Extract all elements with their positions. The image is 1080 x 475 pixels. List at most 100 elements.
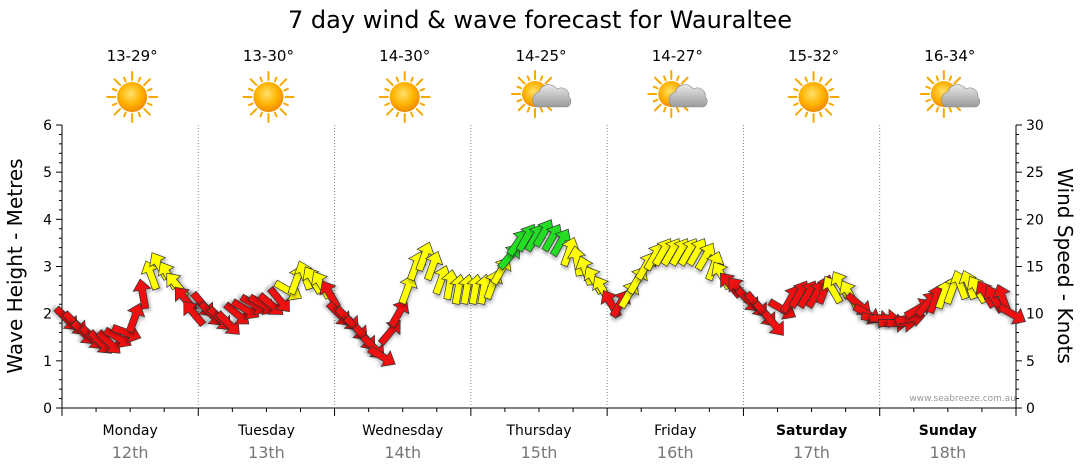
- sun-ray: [410, 76, 414, 83]
- day-date-label: 13th: [248, 443, 285, 462]
- wind-arrow-body: [132, 278, 152, 310]
- sun-ray: [419, 87, 426, 92]
- sun-ray: [111, 87, 118, 92]
- temperature-range: 14-25°: [515, 47, 566, 65]
- wind-arrow-series: [50, 219, 1027, 367]
- sun-ray: [137, 76, 142, 83]
- wind-arrow: [363, 345, 396, 367]
- day-name-label: Thursday: [505, 423, 571, 439]
- sun-ray: [935, 106, 940, 113]
- day-date-label: 12th: [112, 443, 149, 462]
- wind-arrow-body: [423, 250, 444, 282]
- temperature-range: 14-27°: [652, 47, 703, 65]
- sun-ray: [384, 87, 391, 92]
- sun-ray: [793, 102, 799, 107]
- sun-ray: [273, 76, 278, 83]
- day-name-label: Sunday: [919, 423, 977, 439]
- sunny-icon: [787, 71, 840, 123]
- sun-ray: [539, 75, 544, 82]
- sun-ray: [948, 106, 953, 113]
- sun-ray: [113, 108, 122, 116]
- sun-ray: [283, 102, 289, 107]
- sun-ray: [279, 108, 288, 116]
- day-name-label: Tuesday: [237, 423, 295, 439]
- sun-ray: [680, 76, 689, 85]
- sun-ray: [516, 85, 523, 90]
- sun-ray: [259, 111, 263, 118]
- sun-ray: [419, 102, 426, 107]
- wind-arrow: [132, 278, 154, 312]
- day-name-label: Friday: [654, 423, 696, 439]
- sun-ray: [663, 75, 667, 82]
- sun-ray: [819, 111, 823, 118]
- left-tick-label: 6: [43, 118, 52, 134]
- sun-ray: [143, 78, 151, 86]
- sun-ray: [516, 98, 523, 103]
- day-date-label: 18th: [929, 443, 966, 462]
- right-tick-label: 15: [1026, 260, 1044, 276]
- sun-ray: [410, 111, 414, 118]
- right-tick-label: 20: [1026, 212, 1044, 228]
- sun-ray: [517, 103, 526, 112]
- right-y-axis: 0 5 10 15 20 25 30: [1016, 118, 1044, 417]
- sun-ray: [794, 108, 803, 116]
- sun-ray: [654, 103, 662, 112]
- sun-ray: [652, 98, 659, 103]
- sun-ray: [925, 85, 931, 90]
- sun-ray: [146, 102, 153, 107]
- left-tick-label: 4: [43, 212, 52, 228]
- sun-ray: [137, 111, 142, 118]
- day-date-label: 16th: [657, 443, 694, 462]
- wind-arrow: [423, 250, 444, 285]
- wind-arrow-body: [997, 303, 1027, 325]
- chart-title: 7 day wind & wave forecast for Wauraltee: [288, 6, 792, 34]
- partly-cloudy-icon: [919, 70, 980, 118]
- sun-ray: [395, 76, 400, 83]
- sun-ray: [935, 75, 940, 82]
- sun-ray: [794, 78, 803, 86]
- day-date-label: 17th: [793, 443, 830, 462]
- left-tick-label: 0: [43, 401, 52, 417]
- day-name-label: Saturday: [776, 423, 847, 439]
- temperature-range: 15-32°: [788, 47, 839, 65]
- sun-ray: [925, 98, 931, 103]
- sun-ray: [248, 87, 254, 92]
- wind-arrow-body: [761, 309, 784, 336]
- wind-arrow: [125, 302, 146, 337]
- sun-disc: [117, 82, 148, 112]
- sun-ray: [824, 78, 833, 86]
- cloud-shape: [532, 84, 572, 108]
- sun-ray: [828, 102, 834, 107]
- sun-ray: [652, 85, 659, 90]
- sun-ray: [415, 78, 424, 86]
- sun-ray: [273, 111, 278, 118]
- sun-ray: [824, 108, 833, 116]
- sun-ray: [828, 87, 834, 92]
- temperature-range: 14-30°: [379, 47, 430, 65]
- sun-ray: [676, 106, 680, 113]
- sun-ray: [395, 111, 400, 118]
- sunny-icon: [378, 71, 431, 123]
- sun-ray: [248, 102, 254, 107]
- sun-ray: [517, 76, 526, 85]
- right-tick-label: 10: [1026, 307, 1044, 323]
- left-tick-label: 5: [43, 165, 52, 181]
- sunny-icon: [242, 71, 295, 123]
- day-labels: Monday 12th Tuesday 13th Wednesday 14th Thursd…: [103, 423, 977, 462]
- sun-ray: [111, 102, 118, 107]
- partly-cloudy-icon: [511, 70, 572, 118]
- day-date-label: 14th: [384, 443, 421, 462]
- sun-ray: [793, 87, 799, 92]
- day-date-label: 15th: [521, 443, 558, 462]
- sun-ray: [384, 102, 391, 107]
- sun-ray: [386, 78, 394, 86]
- wind-arrow-body: [125, 302, 146, 334]
- sun-ray: [279, 78, 288, 86]
- wind-arrow: [758, 309, 784, 336]
- right-y-axis-label: Wind Speed - Knots: [1053, 168, 1077, 364]
- chart-grid: [197, 125, 881, 408]
- sun-ray: [676, 75, 680, 82]
- sun-ray: [249, 78, 258, 86]
- credit-text: www.seabreeze.com.au: [909, 394, 1016, 404]
